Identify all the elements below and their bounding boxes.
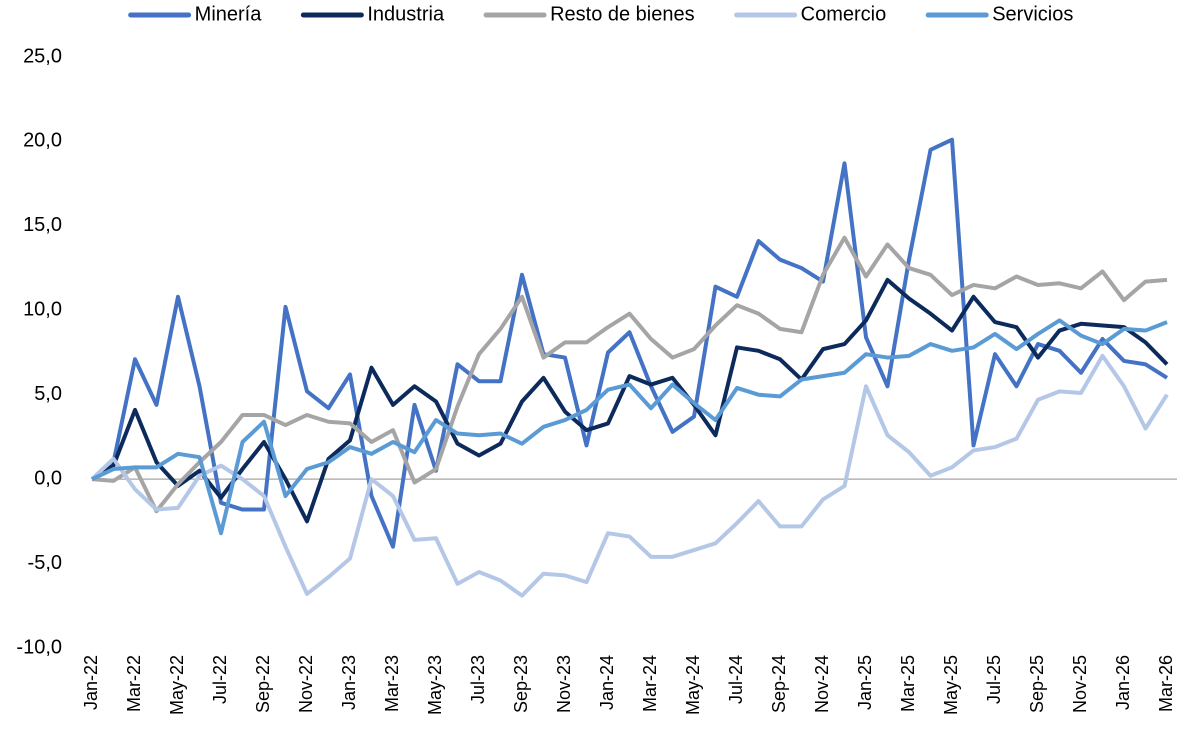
legend-label: Servicios (992, 3, 1073, 25)
y-tick-label: 15,0 (23, 214, 62, 236)
x-tick-label: Sep-22 (253, 655, 273, 713)
x-tick-label: Jul-24 (726, 655, 746, 704)
legend-label: Resto de bienes (550, 3, 695, 25)
x-tick-label: Sep-24 (769, 655, 789, 713)
x-tick-label: Jul-25 (984, 655, 1004, 704)
y-tick-label: 10,0 (23, 299, 62, 321)
x-tick-label: Nov-25 (1070, 655, 1090, 713)
series-line (91, 318, 1168, 536)
y-tick-label: -5,0 (28, 552, 62, 574)
y-tick-label: 0,0 (34, 467, 62, 489)
x-tick-label: Sep-25 (1027, 655, 1047, 713)
x-tick-label: May-22 (167, 655, 187, 715)
x-tick-label: May-24 (683, 655, 703, 715)
x-tick-label: Mar-22 (124, 655, 144, 712)
series-line (91, 235, 1168, 514)
x-tick-label: Mar-23 (382, 655, 402, 712)
y-tick-label: 20,0 (23, 130, 62, 152)
x-tick-label: Sep-23 (511, 655, 531, 713)
legend-label: Industria (367, 3, 445, 25)
x-tick-label: Mar-24 (640, 655, 660, 712)
y-tick-label: -10,0 (16, 636, 62, 658)
series-line (90, 277, 1169, 524)
legend-label: Minería (195, 3, 263, 25)
x-tick-label: Nov-23 (554, 655, 574, 713)
x-tick-label: Jul-22 (210, 655, 230, 704)
x-tick-label: Jan-26 (1113, 655, 1133, 710)
x-tick-label: May-25 (941, 655, 961, 715)
x-tick-label: Jan-25 (855, 655, 875, 710)
x-tick-label: Mar-26 (1156, 655, 1176, 712)
y-tick-label: 5,0 (34, 383, 62, 405)
legend-label: Comercio (801, 3, 887, 25)
x-tick-label: May-23 (425, 655, 445, 715)
x-tick-label: Jul-23 (468, 655, 488, 704)
y-tick-label: 25,0 (23, 45, 62, 67)
x-tick-label: Nov-24 (812, 655, 832, 713)
x-tick-label: Jan-24 (597, 655, 617, 710)
x-tick-label: Jan-23 (339, 655, 359, 710)
x-tick-label: Mar-25 (898, 655, 918, 712)
x-tick-label: Nov-22 (296, 655, 316, 713)
series-line (90, 353, 1169, 598)
x-tick-label: Jan-22 (81, 655, 101, 710)
